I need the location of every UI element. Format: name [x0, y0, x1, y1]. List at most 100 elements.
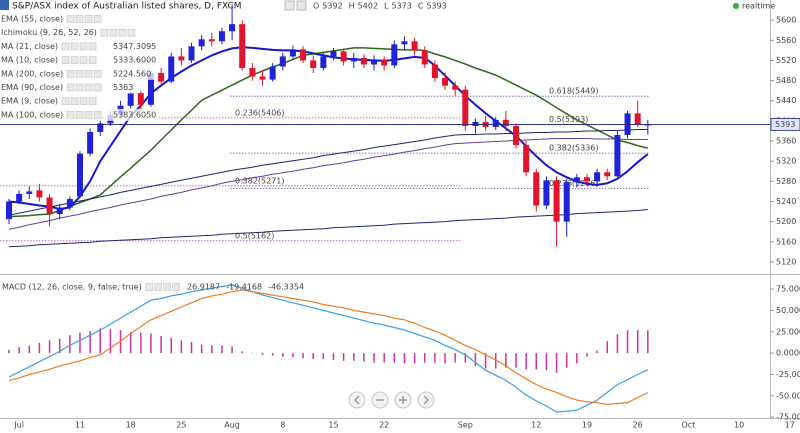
candle-body — [371, 59, 378, 65]
x-tick-label: 19 — [582, 421, 592, 430]
last-price-box — [770, 118, 800, 131]
legend-button[interactable] — [127, 28, 136, 37]
legend-button[interactable] — [75, 15, 84, 23]
histogram-bar — [190, 342, 193, 354]
candle-body — [431, 64, 438, 79]
histogram-bar — [647, 330, 649, 354]
legend-button[interactable] — [84, 83, 93, 92]
indicator-title: MACD (12, 26, close, 9, false, true) — [2, 283, 142, 292]
candle-body — [391, 44, 398, 66]
candle-body — [401, 41, 408, 45]
y-tick-label: 5120 — [776, 257, 796, 266]
legend-button[interactable] — [84, 111, 93, 119]
legend-button[interactable] — [61, 97, 70, 105]
legend-button[interactable] — [66, 83, 75, 92]
legend-button[interactable] — [84, 15, 93, 23]
histogram-bar — [292, 353, 294, 358]
candle-body — [360, 57, 367, 65]
scroll-right-button[interactable] — [417, 391, 435, 409]
candle-body — [259, 76, 266, 80]
candle-body — [381, 59, 388, 66]
legend-button[interactable] — [61, 42, 70, 51]
histogram-bar — [474, 353, 477, 366]
legend-button[interactable] — [145, 283, 154, 291]
legend-button[interactable] — [93, 70, 102, 78]
histogram-bar — [211, 345, 213, 354]
candle-body — [269, 66, 276, 80]
candle-body — [421, 50, 428, 65]
legend-button[interactable] — [75, 83, 84, 92]
legend-button[interactable] — [84, 70, 93, 78]
legend-button[interactable] — [88, 97, 97, 105]
y-tick-label: 5520 — [776, 56, 796, 65]
legend-button[interactable] — [118, 28, 127, 37]
legend-button[interactable] — [88, 42, 97, 51]
histogram-bar — [413, 353, 416, 364]
histogram-bar — [636, 330, 639, 354]
legend-button[interactable] — [154, 283, 163, 291]
legend-button[interactable] — [75, 70, 84, 78]
histogram-bar — [586, 353, 588, 357]
candle-body — [442, 78, 449, 86]
candle-body — [310, 60, 317, 68]
indicator-line — [8, 47, 648, 218]
axes: 5120516052005240528053205360540054405480… — [13, 16, 800, 430]
histogram-bar — [89, 330, 91, 354]
histogram-bar — [393, 353, 396, 363]
legend-button[interactable] — [93, 111, 102, 119]
navigation — [348, 391, 435, 409]
y-tick-label: 5560 — [776, 36, 796, 45]
candle-body — [168, 56, 175, 82]
histogram-bar — [606, 341, 609, 354]
legend-value: 5383.6050 — [113, 110, 156, 119]
candle-body — [330, 51, 337, 57]
histogram-bar — [383, 353, 385, 363]
legend-button[interactable] — [70, 56, 79, 64]
y-tick-label: 5280 — [776, 177, 796, 186]
legend-button[interactable] — [163, 283, 172, 291]
y-tick-label: 25.0000 — [776, 327, 800, 336]
header-button[interactable] — [284, 0, 295, 11]
scroll-left-button[interactable] — [348, 391, 366, 409]
legend-button[interactable] — [66, 111, 75, 119]
legend-button[interactable] — [79, 42, 88, 51]
legend-row-bg — [0, 40, 160, 53]
legend-button[interactable] — [75, 111, 84, 119]
candle-body — [543, 180, 550, 206]
legend-button[interactable] — [172, 283, 181, 291]
y-tick-label: 75.0000 — [776, 285, 800, 294]
legend-button[interactable] — [79, 56, 88, 64]
candle-body — [563, 182, 570, 222]
candle-body — [594, 172, 601, 182]
histogram-bar — [282, 353, 284, 357]
histogram-bar — [38, 342, 41, 354]
legend-button[interactable] — [109, 28, 118, 37]
legend-button[interactable] — [70, 42, 79, 51]
header-button[interactable] — [296, 0, 307, 11]
legend-button[interactable] — [100, 28, 109, 37]
candle-body — [6, 201, 12, 220]
y-tick-label: 5320 — [776, 157, 796, 166]
legend-button[interactable] — [66, 15, 75, 23]
histogram-bar — [545, 353, 548, 371]
legend-button[interactable] — [93, 83, 102, 92]
legend-button[interactable] — [66, 70, 75, 78]
histogram-bar — [109, 329, 112, 354]
candle-body — [26, 191, 33, 194]
legend-button[interactable] — [88, 56, 97, 64]
legend-button[interactable] — [61, 56, 70, 64]
ohlc-label: O — [313, 2, 319, 11]
histogram-bar — [8, 349, 10, 354]
candle-body — [553, 180, 560, 222]
legend-button[interactable] — [79, 97, 88, 105]
candle-body — [350, 57, 357, 62]
histogram-bar — [565, 353, 568, 368]
legend-button[interactable] — [70, 97, 79, 105]
y-tick-label: 0.0000 — [776, 349, 800, 358]
legend-button[interactable] — [93, 15, 102, 23]
indicator-line — [8, 129, 648, 216]
candle-body — [137, 93, 144, 105]
symbol-icon[interactable] — [0, 0, 9, 10]
histogram-bar — [302, 353, 304, 359]
